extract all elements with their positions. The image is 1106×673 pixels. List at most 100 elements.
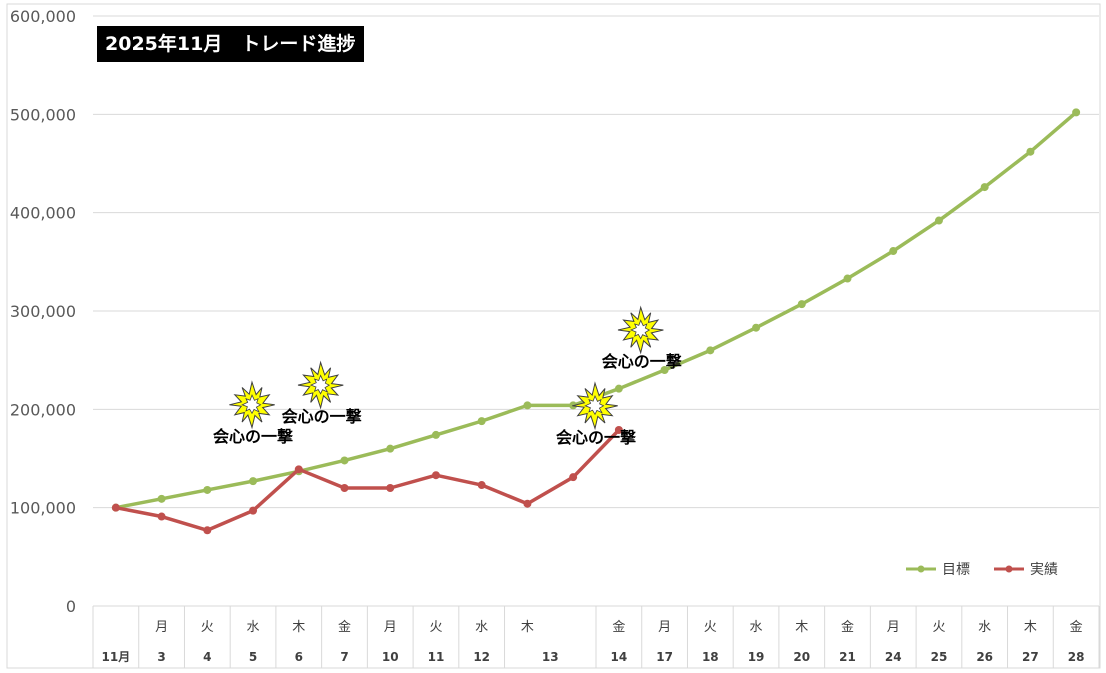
x-weekday-label: 木 bbox=[795, 620, 808, 635]
data-point bbox=[889, 247, 898, 256]
explosion-core-icon bbox=[584, 394, 605, 416]
y-tick-label: 400,000 bbox=[10, 204, 76, 223]
data-point bbox=[934, 216, 943, 225]
data-point bbox=[614, 384, 623, 393]
x-weekday-label: 木 bbox=[521, 620, 534, 635]
data-point bbox=[1026, 147, 1035, 156]
x-day-label: 21 bbox=[839, 650, 856, 664]
x-weekday-label: 月 bbox=[384, 620, 397, 635]
x-weekday-label: 火 bbox=[429, 620, 442, 635]
data-point bbox=[249, 477, 258, 486]
y-tick-label: 300,000 bbox=[10, 302, 76, 321]
data-point bbox=[340, 484, 349, 492]
annotation-label: 会心の一撃 bbox=[213, 427, 293, 446]
data-point bbox=[523, 401, 532, 410]
series-layer bbox=[111, 108, 1081, 535]
data-point bbox=[797, 300, 806, 309]
explosion-core-icon bbox=[241, 394, 262, 415]
x-day-label: 7 bbox=[340, 650, 348, 664]
data-point bbox=[614, 425, 623, 434]
data-point bbox=[477, 481, 486, 490]
x-weekday-label: 火 bbox=[932, 620, 945, 635]
data-point bbox=[569, 473, 578, 482]
annotation-label: 会心の一撃 bbox=[602, 352, 682, 371]
data-point bbox=[157, 494, 166, 503]
series-line-1 bbox=[114, 428, 621, 533]
x-day-label: 25 bbox=[931, 650, 948, 664]
y-tick-label: 0 bbox=[66, 597, 76, 616]
legend-marker bbox=[917, 565, 925, 573]
grid bbox=[93, 15, 1099, 607]
data-point bbox=[203, 526, 212, 535]
y-axis: 0 100,000 200,000 300,000 400,000 500,000 600,… bbox=[10, 7, 76, 616]
explosion-core-icon bbox=[309, 374, 331, 395]
annotation-label: 会心の一撃 bbox=[282, 407, 362, 426]
x-day-label: 24 bbox=[885, 650, 902, 664]
data-point bbox=[431, 471, 440, 480]
x-day-label: 4 bbox=[203, 650, 211, 664]
data-point bbox=[980, 183, 989, 192]
data-point bbox=[111, 503, 120, 512]
x-day-label: 14 bbox=[611, 650, 628, 664]
x-weekday-label: 月 bbox=[155, 620, 168, 635]
data-point bbox=[386, 484, 395, 492]
series-line-0 bbox=[114, 110, 1078, 510]
y-tick-label: 100,000 bbox=[10, 499, 76, 518]
y-tick-label: 200,000 bbox=[10, 400, 76, 419]
data-point bbox=[477, 417, 486, 426]
data-point bbox=[843, 274, 852, 283]
x-day-label: 12 bbox=[473, 650, 490, 664]
legend-label: 実績 bbox=[1030, 562, 1058, 578]
data-point bbox=[203, 485, 212, 494]
x-day-label: 3 bbox=[157, 650, 165, 664]
data-point bbox=[294, 465, 303, 474]
x-day-label: 13 bbox=[542, 650, 559, 664]
annotation-label: 会心の一撃 bbox=[556, 428, 636, 447]
x-day-label: 6 bbox=[295, 650, 303, 664]
x-day-label: 26 bbox=[976, 650, 993, 664]
x-weekday-label: 金 bbox=[841, 619, 854, 635]
x-day-label: 10 bbox=[382, 650, 399, 664]
chart-title-box: 2025年11月 トレード進捗 bbox=[97, 26, 364, 62]
data-point bbox=[249, 506, 258, 515]
x-day-label: 5 bbox=[249, 650, 257, 664]
chart-title: 2025年11月 トレード進捗 bbox=[105, 33, 356, 55]
data-point bbox=[386, 444, 395, 453]
explosion-core-icon bbox=[629, 319, 651, 340]
y-tick-label: 500,000 bbox=[10, 105, 76, 124]
legend-label: 目標 bbox=[942, 562, 970, 578]
data-point bbox=[752, 323, 761, 332]
x-weekday-label: 火 bbox=[704, 620, 717, 635]
x-weekday-label: 金 bbox=[338, 619, 351, 635]
x-weekday-label: 木 bbox=[1024, 620, 1037, 635]
data-point bbox=[523, 499, 532, 508]
data-point bbox=[340, 456, 349, 465]
data-point bbox=[660, 366, 669, 374]
data-point bbox=[431, 430, 440, 439]
x-axis: 11月 月 3 火 4 水 5 木 6 金 7 月 10 火 11 水 12 木 13 金 14 月 17 火 18 水 19 木 20… bbox=[92, 606, 1100, 668]
data-point bbox=[157, 512, 166, 521]
x-day-label: 11月 bbox=[102, 650, 131, 664]
x-weekday-label: 水 bbox=[750, 620, 763, 635]
x-weekday-label: 金 bbox=[612, 619, 625, 635]
data-point bbox=[706, 346, 715, 355]
chart-frame bbox=[6, 3, 1101, 669]
x-weekday-label: 水 bbox=[475, 620, 488, 635]
x-weekday-label: 火 bbox=[201, 620, 214, 635]
data-point bbox=[1072, 108, 1081, 117]
x-day-label: 18 bbox=[702, 650, 719, 664]
x-day-label: 19 bbox=[748, 650, 765, 664]
x-weekday-label: 金 bbox=[1070, 619, 1083, 635]
y-tick-label: 600,000 bbox=[10, 7, 76, 26]
x-weekday-label: 月 bbox=[658, 620, 671, 635]
x-day-label: 27 bbox=[1022, 650, 1039, 664]
legend-marker bbox=[1005, 565, 1013, 573]
x-weekday-label: 木 bbox=[292, 620, 305, 635]
x-day-label: 28 bbox=[1068, 650, 1085, 664]
x-weekday-label: 水 bbox=[247, 620, 260, 635]
x-weekday-label: 月 bbox=[887, 620, 900, 635]
x-day-label: 17 bbox=[656, 650, 673, 664]
x-weekday-label: 水 bbox=[978, 620, 991, 635]
